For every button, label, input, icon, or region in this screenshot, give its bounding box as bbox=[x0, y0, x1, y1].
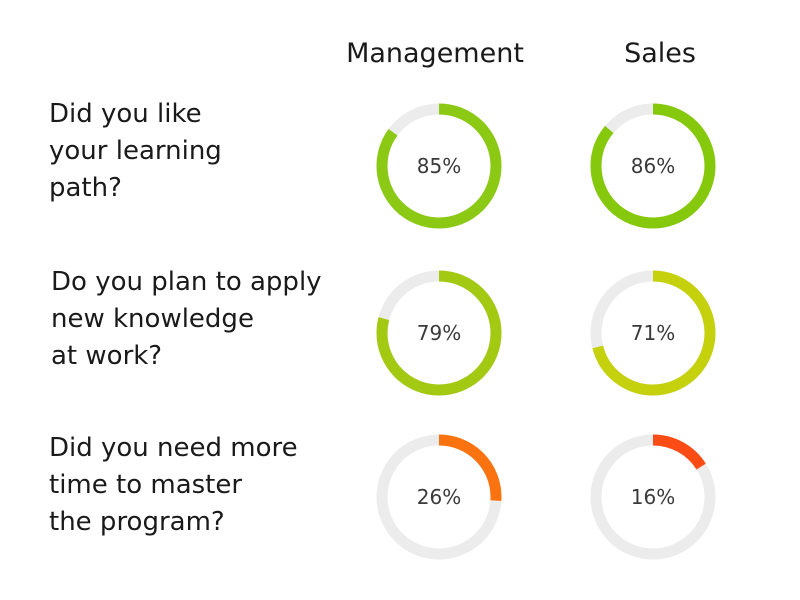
question-label-1: Did you like your learning path? bbox=[49, 99, 222, 203]
donut-percent-label: 85% bbox=[417, 154, 461, 178]
question-label-3: Did you need more time to master the progr… bbox=[49, 433, 298, 537]
donut-sales-q1: 86% bbox=[590, 103, 716, 229]
donut-sales-q3: 16% bbox=[590, 434, 716, 560]
donut-value-arc bbox=[376, 103, 502, 229]
question-line: the program? bbox=[49, 507, 225, 537]
donut-value-arc bbox=[590, 434, 716, 560]
column-header-management: Management bbox=[346, 38, 524, 69]
donut-value-arc bbox=[376, 270, 502, 396]
question-line: Did you need more bbox=[49, 433, 298, 463]
donut-percent-label: 79% bbox=[417, 321, 461, 345]
donut-value-arc bbox=[376, 434, 502, 560]
question-labels: Did you like your learning path? Do you pla… bbox=[49, 99, 322, 537]
column-header-sales: Sales bbox=[624, 38, 696, 69]
donut-sales-q2: 71% bbox=[590, 270, 716, 396]
donut-management-q1: 85% bbox=[376, 103, 502, 229]
question-line: time to master bbox=[49, 470, 242, 500]
question-line: at work? bbox=[51, 341, 162, 371]
donut-percent-label: 71% bbox=[631, 321, 675, 345]
donut-management-q2: 79% bbox=[376, 270, 502, 396]
question-line: your learning bbox=[49, 136, 222, 166]
column-headers: Management Sales bbox=[346, 38, 696, 69]
donut-value-arc bbox=[590, 103, 716, 229]
question-line: path? bbox=[49, 173, 122, 203]
donut-grid: 85% 86% 79% 71% 26% 16% bbox=[376, 103, 716, 560]
question-line: Did you like bbox=[49, 99, 202, 129]
donut-percent-label: 26% bbox=[417, 485, 461, 509]
question-line: Do you plan to apply bbox=[51, 267, 322, 297]
donut-management-q3: 26% bbox=[376, 434, 502, 560]
question-label-2: Do you plan to apply new knowledge at work… bbox=[51, 267, 322, 371]
donut-percent-label: 16% bbox=[631, 485, 675, 509]
donut-percent-label: 86% bbox=[631, 154, 675, 178]
question-line: new knowledge bbox=[51, 304, 254, 334]
donut-value-arc bbox=[590, 270, 716, 396]
